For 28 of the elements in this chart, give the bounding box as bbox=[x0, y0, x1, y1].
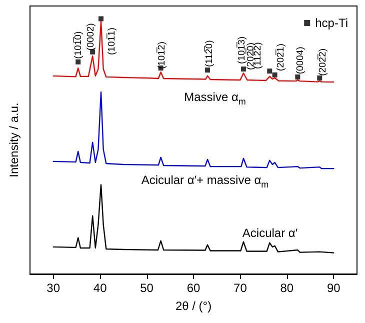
legend-label: hcp-Ti bbox=[315, 16, 348, 30]
annotation: (0004) bbox=[294, 46, 306, 74]
annotation: (112̅0) bbox=[204, 40, 215, 67]
x-tick-label: 90 bbox=[326, 281, 341, 295]
point bbox=[205, 68, 210, 73]
annotation: (101̅0) bbox=[73, 31, 84, 59]
point bbox=[98, 16, 104, 22]
point bbox=[76, 59, 81, 64]
annotation: Acicular α′ bbox=[242, 226, 298, 240]
annotation: (0002) bbox=[86, 23, 97, 51]
point bbox=[240, 66, 246, 72]
annotation: (202̅2) bbox=[317, 48, 328, 76]
x-tick-label: 70 bbox=[234, 281, 248, 295]
x-tick-label: 30 bbox=[46, 281, 60, 295]
x-axis-title: 2θ / (°) bbox=[175, 299, 212, 313]
annotation: (101̅1) bbox=[106, 28, 118, 55]
point bbox=[295, 74, 300, 80]
annotation: (101̅2) bbox=[156, 42, 168, 70]
point bbox=[272, 72, 278, 78]
x-tick-label: 40 bbox=[93, 281, 108, 295]
point bbox=[267, 68, 272, 74]
x-tick-label: 80 bbox=[280, 281, 294, 295]
point bbox=[317, 75, 322, 80]
annotation: (101̅3) bbox=[236, 36, 248, 64]
x-tick-label: 60 bbox=[186, 281, 200, 295]
annotation: (202̅1) bbox=[275, 44, 286, 72]
x-tick-label: 50 bbox=[140, 281, 154, 295]
y-axis-title: Intensity / a.u. bbox=[7, 102, 21, 178]
